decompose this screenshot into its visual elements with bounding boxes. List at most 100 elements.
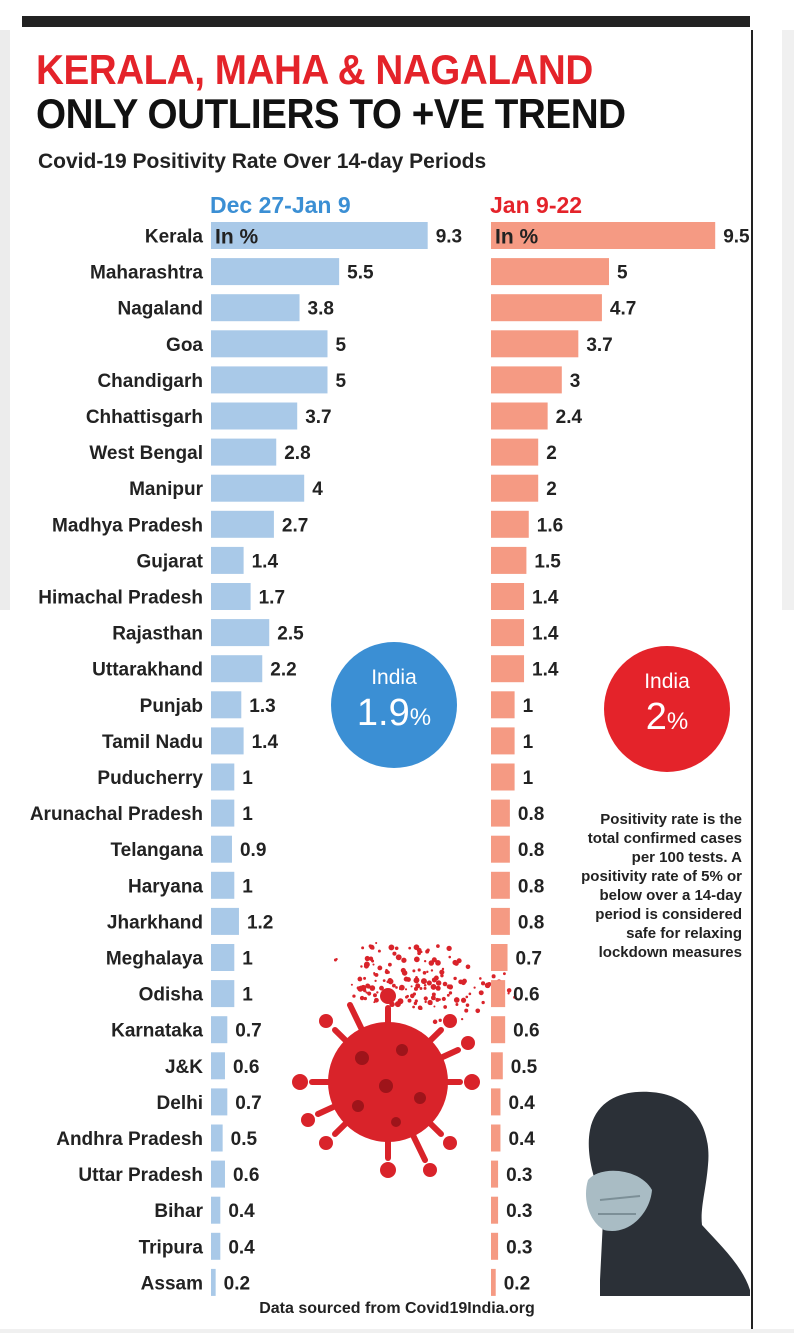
bar xyxy=(211,294,300,322)
bar-value-label: 3.7 xyxy=(586,335,612,356)
virus-droplet xyxy=(433,1005,436,1008)
virus-droplet xyxy=(507,992,510,995)
virus-droplet xyxy=(475,1008,481,1014)
bar-value-label: 0.3 xyxy=(506,1165,532,1186)
bar-value-label: 9.3 xyxy=(436,227,462,248)
chart-subtitle: Covid-19 Positivity Rate Over 14-day Per… xyxy=(38,150,487,173)
virus-droplet xyxy=(404,988,408,991)
right-border xyxy=(782,30,794,610)
bar xyxy=(491,1052,503,1080)
bar-value-label: 5 xyxy=(336,371,347,392)
bar xyxy=(491,619,525,647)
bar xyxy=(491,1160,499,1188)
virus-droplet xyxy=(423,983,427,987)
virus-droplet xyxy=(513,995,517,999)
state-label: Uttar Pradesh xyxy=(78,1165,203,1186)
bar-value-label: 1 xyxy=(523,768,534,789)
virus-droplet xyxy=(407,998,412,1003)
top-rule xyxy=(22,16,750,27)
virus-droplet xyxy=(363,996,367,1001)
virus-droplet xyxy=(442,981,448,987)
virus-droplet xyxy=(487,981,492,987)
bar xyxy=(491,510,529,538)
bar xyxy=(211,1088,228,1116)
state-label: Chandigarh xyxy=(97,371,203,392)
virus-droplet xyxy=(439,969,445,975)
bar xyxy=(491,330,579,358)
virus-droplet xyxy=(399,984,405,991)
virus-droplet xyxy=(410,985,413,988)
bar xyxy=(211,763,235,791)
virus-droplet xyxy=(480,981,486,986)
state-label: Uttarakhand xyxy=(92,660,203,681)
state-label: Punjab xyxy=(140,696,203,717)
virus-droplet xyxy=(333,958,337,962)
virus-droplet xyxy=(448,991,453,995)
virus-droplet xyxy=(373,1001,376,1004)
virus-droplet xyxy=(413,977,420,983)
bar xyxy=(211,619,270,647)
state-label: Maharashtra xyxy=(90,263,203,284)
bar xyxy=(211,1016,228,1044)
state-label: Chhattisgarh xyxy=(86,407,203,428)
bar-value-label: 0.7 xyxy=(235,1093,261,1114)
bar-value-label: 0.7 xyxy=(516,949,542,970)
bar xyxy=(491,1232,499,1260)
virus-droplet xyxy=(502,972,506,976)
period-1-header: Dec 27-Jan 9 xyxy=(210,192,351,218)
bar-value-label: 4 xyxy=(312,479,323,500)
state-label: Haryana xyxy=(128,876,203,897)
virus-droplet xyxy=(415,976,418,979)
bar-value-label: 0.4 xyxy=(508,1129,535,1150)
bar-value-label: 0.9 xyxy=(240,840,266,861)
virus-droplet xyxy=(394,946,399,951)
state-label: Kerala xyxy=(145,227,204,248)
virus-droplet xyxy=(388,944,395,951)
virus-droplet xyxy=(464,1008,469,1013)
virus-droplet xyxy=(431,977,437,983)
virus-droplet xyxy=(430,969,434,972)
virus-droplet xyxy=(388,962,392,967)
bar-value-label: 0.8 xyxy=(518,804,544,825)
bottom-border xyxy=(0,1329,794,1333)
virus-droplet xyxy=(422,971,427,975)
virus-droplet xyxy=(479,977,482,980)
badge-label: India xyxy=(371,666,417,689)
virus-droplet xyxy=(424,1000,427,1004)
virus-droplet xyxy=(481,1000,485,1005)
virus-droplet xyxy=(359,995,365,1001)
virus-droplet xyxy=(369,985,376,991)
virus-droplet xyxy=(449,984,453,987)
headline-line-1: KERALA, MAHA & NAGALAND xyxy=(36,46,593,93)
virus-droplet xyxy=(438,998,441,1001)
virus-droplet xyxy=(392,951,397,956)
virus-droplet xyxy=(465,964,471,970)
headline-line-2: ONLY OUTLIERS TO +VE TREND xyxy=(36,90,626,137)
virus-droplet xyxy=(453,997,460,1003)
unit-label: In % xyxy=(495,226,538,249)
state-label: Puducherry xyxy=(97,768,203,789)
bar-value-label: 2.2 xyxy=(270,660,296,681)
virus-illustration xyxy=(292,941,517,1178)
bar-value-label: 1.6 xyxy=(537,515,563,536)
bar xyxy=(211,366,328,394)
bar xyxy=(211,510,274,538)
virus-droplet xyxy=(412,1005,415,1009)
bar xyxy=(491,1196,499,1224)
virus-droplet xyxy=(465,1003,470,1007)
state-label: Delhi xyxy=(157,1093,203,1114)
data-source: Data sourced from Covid19India.org xyxy=(259,1300,535,1317)
virus-droplet xyxy=(372,993,377,998)
virus-droplet xyxy=(413,986,418,991)
virus-droplet xyxy=(377,949,381,953)
bar xyxy=(491,294,602,322)
bar xyxy=(491,763,515,791)
virus-droplet xyxy=(361,946,365,950)
masked-person-illustration xyxy=(585,1091,750,1296)
virus-droplet xyxy=(414,999,418,1003)
bar-value-label: 2.7 xyxy=(282,515,308,536)
state-label: Telangana xyxy=(110,840,203,861)
virus-droplet xyxy=(352,994,356,998)
virus-droplet xyxy=(382,979,386,983)
bar xyxy=(211,1268,216,1296)
